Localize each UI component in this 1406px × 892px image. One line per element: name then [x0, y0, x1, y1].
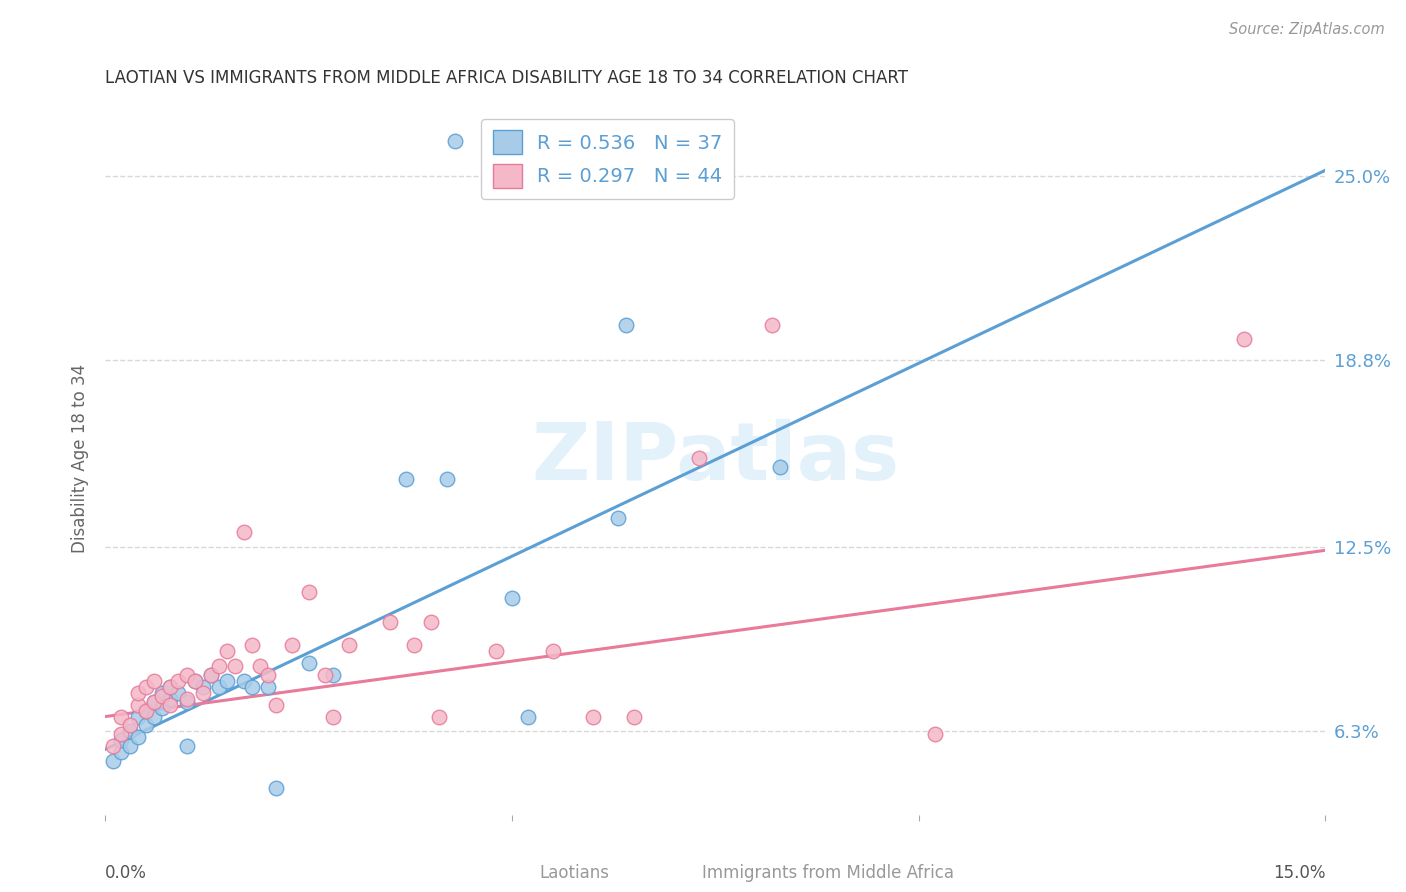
Point	[167, 686, 190, 700]
Text: ZIPatlas: ZIPatlas	[531, 419, 900, 497]
Point	[150, 686, 173, 700]
Point	[517, 709, 540, 723]
Point	[183, 673, 205, 688]
Text: 0.0%: 0.0%	[105, 863, 148, 881]
Point	[183, 673, 205, 688]
Point	[264, 780, 287, 795]
Point	[150, 689, 173, 703]
Point	[110, 709, 132, 723]
Point	[176, 691, 198, 706]
Point	[159, 680, 181, 694]
Point	[224, 659, 246, 673]
Point	[249, 659, 271, 673]
Point	[200, 668, 222, 682]
Point	[444, 134, 467, 148]
Point	[485, 644, 508, 658]
Point	[232, 525, 254, 540]
Point	[761, 318, 783, 332]
Point	[208, 659, 231, 673]
Point	[200, 668, 222, 682]
Point	[176, 739, 198, 754]
Point	[217, 644, 239, 658]
Point	[436, 472, 458, 486]
Point	[135, 718, 157, 732]
Point	[257, 668, 280, 682]
Point	[208, 680, 231, 694]
Point	[167, 673, 190, 688]
Text: Laotians: Laotians	[540, 863, 610, 881]
Y-axis label: Disability Age 18 to 34: Disability Age 18 to 34	[72, 364, 89, 553]
Point	[127, 731, 149, 745]
Point	[176, 695, 198, 709]
Point	[118, 724, 141, 739]
Point	[176, 668, 198, 682]
Point	[240, 680, 263, 694]
Point	[143, 695, 166, 709]
Point	[150, 700, 173, 714]
Point	[135, 680, 157, 694]
Point	[143, 695, 166, 709]
Point	[159, 680, 181, 694]
Point	[159, 698, 181, 712]
Text: Immigrants from Middle Africa: Immigrants from Middle Africa	[702, 863, 953, 881]
Point	[322, 709, 344, 723]
Point	[606, 510, 628, 524]
Point	[264, 698, 287, 712]
Text: Source: ZipAtlas.com: Source: ZipAtlas.com	[1229, 22, 1385, 37]
Point	[501, 591, 523, 605]
Point	[103, 754, 125, 768]
Point	[378, 615, 401, 629]
Point	[688, 451, 710, 466]
Point	[623, 709, 645, 723]
Point	[110, 733, 132, 747]
Point	[127, 709, 149, 723]
Legend: R = 0.536   N = 37, R = 0.297   N = 44: R = 0.536 N = 37, R = 0.297 N = 44	[481, 119, 734, 199]
Point	[217, 673, 239, 688]
Point	[614, 318, 637, 332]
Point	[404, 638, 426, 652]
Point	[135, 704, 157, 718]
Point	[769, 460, 792, 475]
Point	[127, 698, 149, 712]
Point	[1233, 333, 1256, 347]
Point	[419, 615, 441, 629]
Point	[110, 727, 132, 741]
Point	[143, 709, 166, 723]
Point	[103, 739, 125, 754]
Text: LAOTIAN VS IMMIGRANTS FROM MIDDLE AFRICA DISABILITY AGE 18 TO 34 CORRELATION CHA: LAOTIAN VS IMMIGRANTS FROM MIDDLE AFRICA…	[105, 69, 908, 87]
Point	[135, 704, 157, 718]
Point	[159, 691, 181, 706]
Point	[582, 709, 605, 723]
Point	[232, 673, 254, 688]
Point	[110, 745, 132, 759]
Point	[118, 718, 141, 732]
Point	[427, 709, 450, 723]
Point	[297, 656, 319, 670]
Point	[191, 686, 214, 700]
Point	[337, 638, 360, 652]
Point	[322, 668, 344, 682]
Point	[281, 638, 304, 652]
Point	[257, 680, 280, 694]
Point	[127, 686, 149, 700]
Point	[314, 668, 336, 682]
Text: 15.0%: 15.0%	[1272, 863, 1326, 881]
Point	[541, 644, 564, 658]
Point	[240, 638, 263, 652]
Point	[395, 472, 418, 486]
Point	[118, 739, 141, 754]
Point	[191, 680, 214, 694]
Point	[143, 673, 166, 688]
Point	[924, 727, 946, 741]
Point	[297, 585, 319, 599]
